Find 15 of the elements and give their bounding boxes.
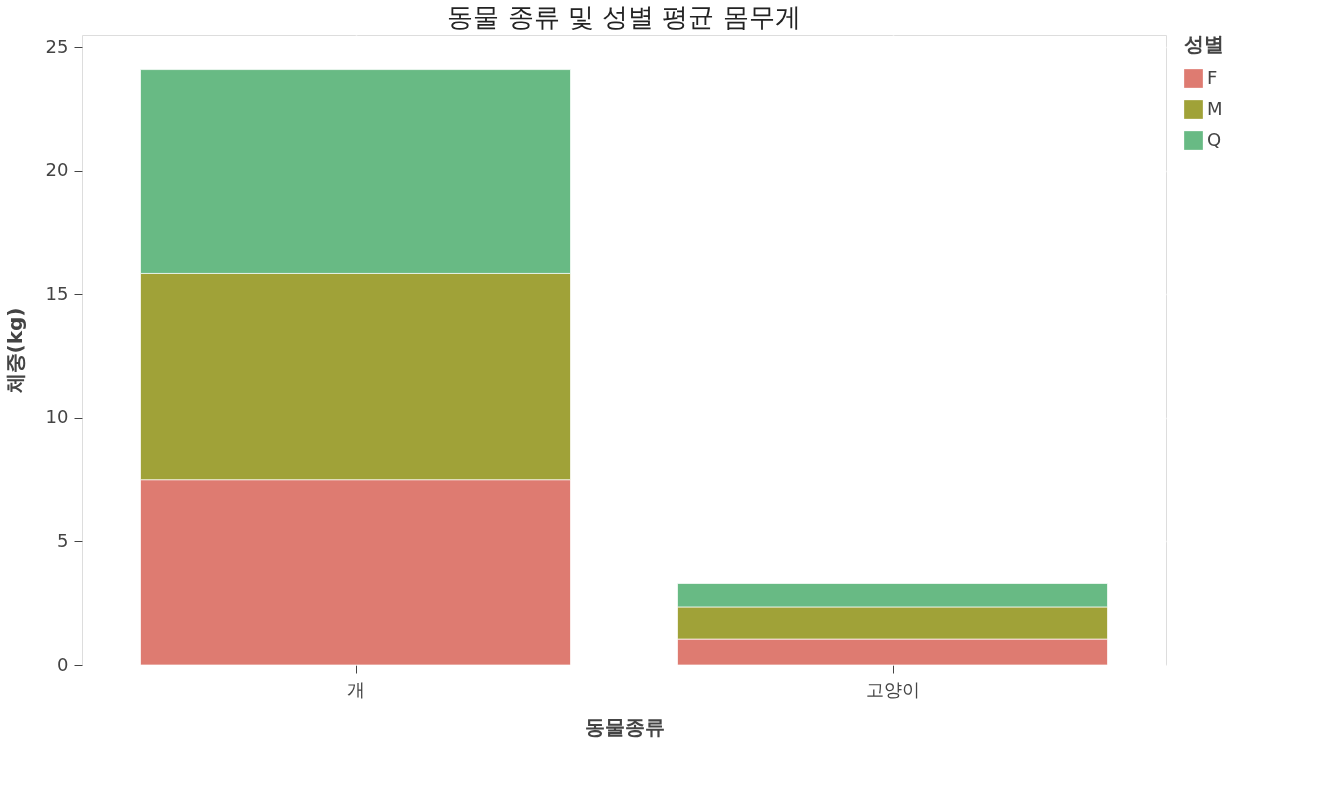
y-tick-label: 20	[45, 159, 69, 181]
y-tick-label: 10	[45, 406, 69, 428]
y-tick-label: 0	[57, 653, 69, 675]
legend-label: F	[1207, 66, 1218, 88]
chart-title: 동물 종류 및 성별 평균 몸무게	[447, 2, 801, 32]
y-tick-label: 25	[45, 35, 69, 57]
x-axis-title: 동물종류	[584, 714, 665, 739]
y-axis-title: 체중(kg)	[2, 307, 27, 395]
legend-label: Q	[1207, 128, 1222, 150]
x-tick-label: 개	[347, 678, 365, 700]
legend-title: 성별	[1184, 32, 1224, 56]
y-tick-label: 15	[45, 282, 69, 304]
x-tick-label: 고양이	[866, 678, 920, 700]
y-tick-label: 5	[57, 529, 69, 551]
legend-label: M	[1207, 97, 1223, 119]
